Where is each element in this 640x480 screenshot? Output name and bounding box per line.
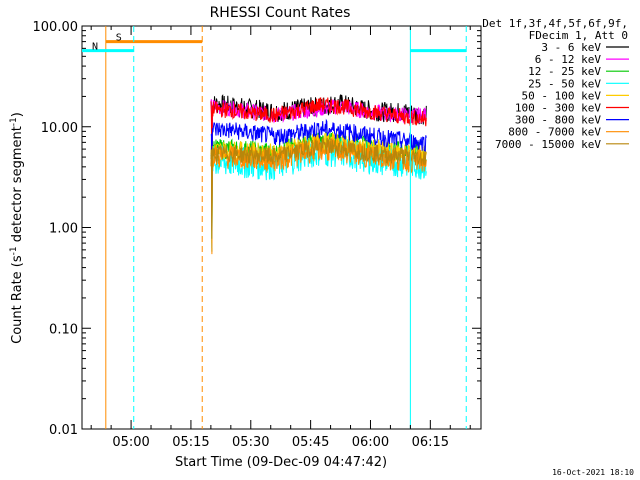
legend-header-2: FDecim 1, Att 0 <box>529 29 628 42</box>
x-tick-label: 05:45 <box>292 435 329 450</box>
annotation-label: N <box>92 42 98 53</box>
series-line <box>210 99 427 204</box>
y-tick-label: 0.10 <box>49 322 78 337</box>
x-tick-label: 06:15 <box>412 435 449 450</box>
legend-item-label: 6 - 12 keV <box>535 53 602 66</box>
annotation-label: S <box>116 33 122 44</box>
y-tick-label: 100.00 <box>33 20 79 35</box>
x-axis-label: Start Time (09-Dec-09 04:47:42) <box>175 455 387 470</box>
y-axis: 0.01 0.10 1.00 10.00 100.00 <box>33 20 481 438</box>
series-line <box>210 136 427 255</box>
annotation-layer: SN <box>82 26 467 429</box>
y-tick-label: 1.00 <box>49 222 78 237</box>
x-tick-label: 05:15 <box>172 435 209 450</box>
legend-item-label: 12 - 25 keV <box>528 65 601 78</box>
legend-item-label: 300 - 800 keV <box>515 114 601 127</box>
series-line <box>210 97 427 203</box>
legend-header-1: Det 1f,3f,4f,5f,6f,9f, <box>482 17 628 30</box>
x-axis: 05:00 05:15 05:30 05:45 06:00 06:15 <box>90 26 471 450</box>
chart-title: RHESSI Count Rates <box>210 5 351 21</box>
series-line <box>210 118 427 231</box>
x-tick-label: 05:30 <box>232 435 269 450</box>
y-axis-label: Count Rate (s-1 detector segment-1) <box>9 112 25 344</box>
legend-item-label: 100 - 300 keV <box>515 102 601 115</box>
x-tick-label: 06:00 <box>352 435 389 450</box>
legend: Det 1f,3f,4f,5f,6f,9f, FDecim 1, Att 0 3… <box>482 17 629 151</box>
footer-timestamp: 16-Oct-2021 18:10 <box>552 468 634 477</box>
y-tick-label: 0.01 <box>49 423 78 438</box>
x-tick-label: 05:00 <box>112 435 149 450</box>
legend-item-label: 7000 - 15000 keV <box>495 138 601 151</box>
legend-item-label: 50 - 100 keV <box>522 89 602 102</box>
legend-item-label: 800 - 7000 keV <box>508 126 601 139</box>
plot-frame <box>81 25 482 430</box>
series-layer <box>210 94 427 255</box>
y-tick-label: 10.00 <box>41 121 78 136</box>
legend-item-label: 3 - 6 keV <box>541 41 601 54</box>
legend-item-label: 25 - 50 keV <box>528 77 601 90</box>
series-line <box>210 137 427 239</box>
